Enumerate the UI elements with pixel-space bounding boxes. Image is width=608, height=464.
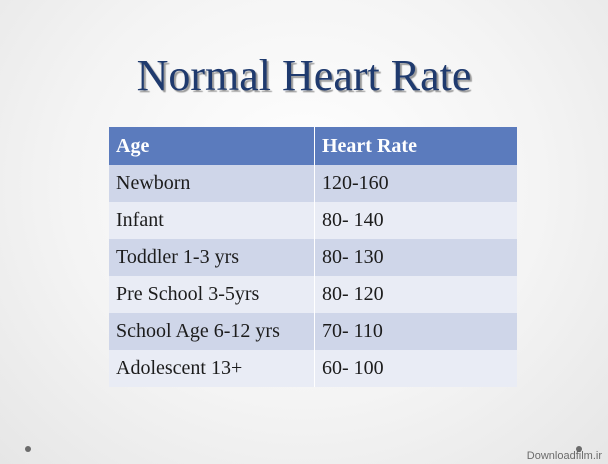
corner-dot-right-icon — [576, 446, 582, 452]
age-cell: Pre School 3-5yrs — [109, 276, 315, 313]
heart-rate-cell: 80- 120 — [314, 276, 517, 313]
table-row: School Age 6-12 yrs 70- 110 — [109, 313, 517, 350]
heart-rate-cell: 80- 130 — [314, 239, 517, 276]
heart-rate-table: Age Heart Rate Newborn 120-160 Infant 80… — [109, 127, 517, 387]
age-cell: School Age 6-12 yrs — [109, 313, 315, 350]
heart-rate-cell: 70- 110 — [314, 313, 517, 350]
header-heart-rate: Heart Rate — [314, 127, 517, 165]
table-row: Newborn 120-160 — [109, 165, 517, 202]
table-row: Toddler 1-3 yrs 80- 130 — [109, 239, 517, 276]
table-row: Infant 80- 140 — [109, 202, 517, 239]
table-row: Adolescent 13+ 60- 100 — [109, 350, 517, 387]
table-row: Pre School 3-5yrs 80- 120 — [109, 276, 517, 313]
header-age: Age — [109, 127, 315, 165]
corner-dot-left-icon — [25, 446, 31, 452]
heart-rate-cell: 120-160 — [314, 165, 517, 202]
age-cell: Toddler 1-3 yrs — [109, 239, 315, 276]
watermark: Downloadfilm.ir — [526, 450, 602, 462]
age-cell: Newborn — [109, 165, 315, 202]
table-header-row: Age Heart Rate — [109, 127, 517, 165]
heart-rate-cell: 60- 100 — [314, 350, 517, 387]
slide-title: Normal Heart Rate — [136, 51, 472, 100]
heart-rate-cell: 80- 140 — [314, 202, 517, 239]
age-cell: Adolescent 13+ — [109, 350, 315, 387]
age-cell: Infant — [109, 202, 315, 239]
